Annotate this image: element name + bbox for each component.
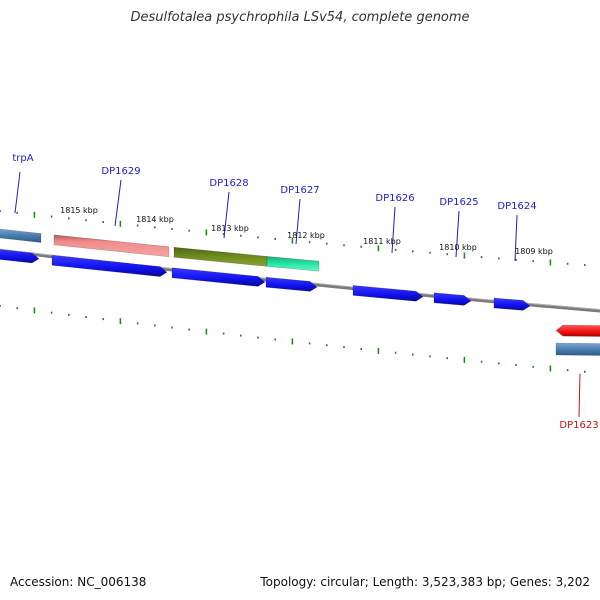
callout-line [455,210,460,258]
scale-label: 1809 kbp [515,247,553,256]
callout-line [114,179,122,227]
gene-label: DP1629 [101,166,140,177]
callout-line [295,198,301,245]
topology-summary: Topology: circular; Length: 3,523,383 bp… [260,575,590,589]
callout-line [14,171,21,214]
gene-label: DP1626 [375,193,414,204]
outer-scale-ticks [0,210,586,267]
gene-label: DP1628 [209,178,248,189]
gene-DP1623-arrow [555,324,600,337]
gene-label: DP1625 [439,197,478,208]
scale-label: 1813 kbp [211,224,249,233]
callout-line [514,214,518,262]
gene-callouts: trpA DP1629 DP1628 DP1627 DP1626 DP1625 DP1624… [12,153,598,431]
cds-DP1628-arrow [171,267,266,287]
gene-label: DP1624 [497,201,536,212]
inner-scale-ticks [0,305,586,373]
scale-label: 1812 kbp [287,231,325,240]
callout-line [223,191,230,239]
cds-DP1625-arrow [433,292,472,306]
scale-label: 1815 kbp [60,206,98,215]
scale-label: 1810 kbp [439,243,477,252]
scale-labels: 1815 kbp 1814 kbp 1813 kbp 1812 kbp 1811 kbp… [60,206,553,256]
scale-label: 1814 kbp [136,215,174,224]
scale-label: 1811 kbp [363,237,401,246]
cds-DP1626-arrow [352,285,424,302]
callout-line [391,206,396,254]
gene-label: trpA [12,153,33,164]
gene-label: DP1627 [280,185,319,196]
gene-DP1623-block [555,342,600,356]
gene-DP1628-block [173,246,268,267]
gene-DP1627-block [266,256,320,272]
gene-DP1629-block [53,234,170,258]
cds-DP1629-arrow [51,254,168,277]
gene-trpA-block [0,228,42,243]
cds-DP1627-arrow [265,276,318,292]
gene-features [0,228,600,356]
gene-label: DP1623 [559,420,598,431]
map-title: Desulfotalea psychrophila LSv54, complet… [130,10,470,25]
cds-DP1624-arrow [493,297,531,311]
accession-text: Accession: NC_006138 [10,575,147,589]
callout-line [578,373,581,418]
cds-trpA-arrow [0,249,40,264]
